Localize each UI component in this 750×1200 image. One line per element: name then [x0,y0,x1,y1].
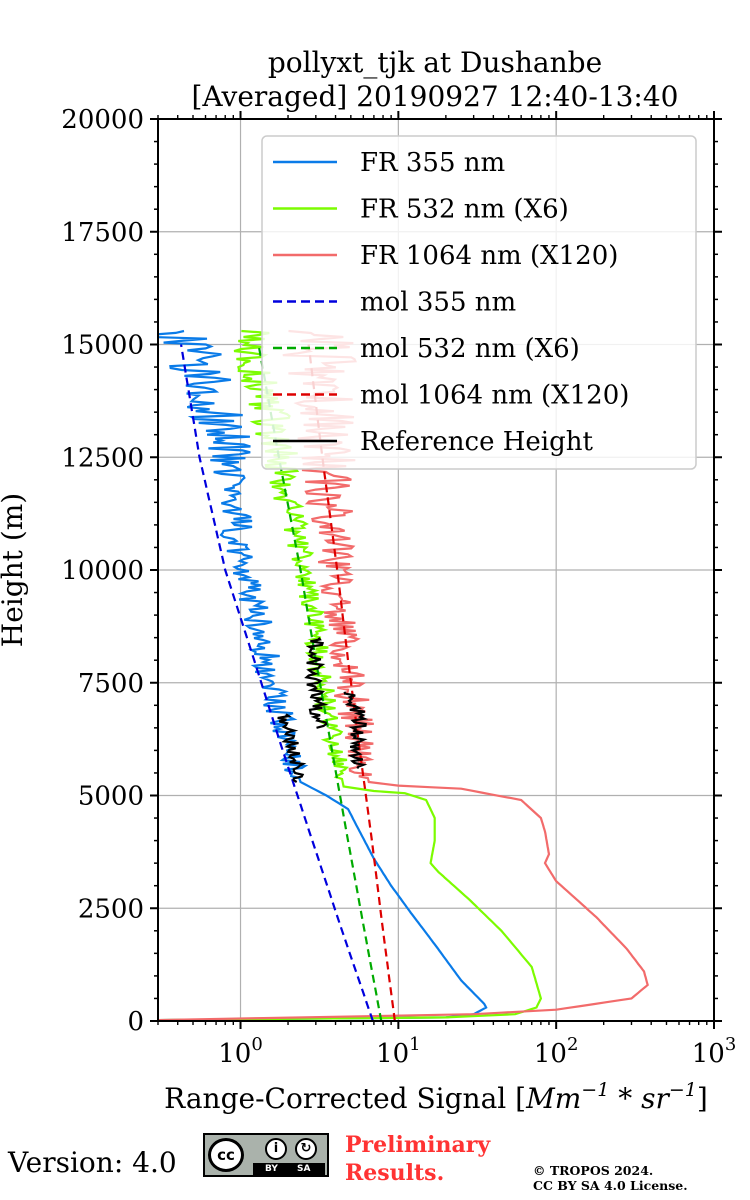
cc-sa-label: SA [297,1164,311,1174]
y-tick-label: 20000 [61,105,144,135]
series-reference-height-line [277,713,307,783]
legend-box [261,135,697,470]
legend-item-fr-355-nm-label: FR 355 nm [360,148,505,178]
share-alike-icon: ↻ [295,1138,317,1160]
legend: FR 355 nm FR 532 nm (X6) FR 1064 nm (X120)… [261,135,697,470]
y-axis-label: Height (m) [0,493,29,647]
y-tick-label: 5000 [78,782,144,812]
y-tick-label: 15000 [61,331,144,361]
y-tick-label: 12500 [61,443,144,473]
series-mol-355-nm-line [180,344,374,1021]
preliminary-line1: Preliminary [345,1132,491,1158]
copyright-note: © TROPOS 2024. CC BY SA 4.0 License. [533,1163,688,1193]
y-tick-label: 7500 [78,669,144,699]
preliminary-results-note: Preliminary Results. [345,1131,490,1187]
series-fr-355-nm-line [158,329,488,1021]
version-label: Version: 4.0 [8,1146,177,1179]
series-reference-height-line [304,637,329,729]
by-person-icon: i [265,1138,287,1160]
legend-item-reference-height-label: Reference Height [360,427,594,457]
x-tick-label: 103 [692,1034,737,1069]
cc-license-badge[interactable]: cc i ↻ BY SA [203,1133,329,1177]
legend-item-mol-1064-nm-x120-label: mol 1064 nm (X120) [360,381,629,411]
x-axis-label: Range-Corrected Signal [Mm−1 * sr−1] [164,1079,708,1115]
y-tick-label: 10000 [61,556,144,586]
chart-title-line1: pollyxt_tjk at Dushanbe [268,46,602,79]
y-tick-label: 17500 [61,218,144,248]
lidar-profile-chart: 0 2500 5000 7500 10000 12500 15000 17500 20000 10… [0,46,737,1115]
y-tick-label: 2500 [78,894,144,924]
preliminary-line2: Results. [345,1160,445,1186]
series-mol-1064-nm-x120-line [307,344,396,1021]
x-tick-label: 100 [218,1034,263,1069]
x-tick-label: 101 [376,1034,421,1069]
copyright-line1: © TROPOS 2024. [533,1163,654,1178]
cc-terms-bar: BY SA [253,1163,325,1175]
legend-item-mol-532-nm-x6-label: mol 532 nm (X6) [360,334,580,364]
legend-item-fr-532-nm-x6-label: FR 532 nm (X6) [360,195,569,225]
y-tick-label: 0 [127,1007,144,1037]
legend-item-fr-1064-nm-x120-label: FR 1064 nm (X120) [360,241,618,271]
series-reference-height-line [343,691,369,769]
cc-by-label: BY [265,1164,278,1174]
x-tick-label: 102 [534,1034,579,1069]
legend-item-mol-355-nm-label: mol 355 nm [360,288,516,318]
copyright-line2: CC BY SA 4.0 License. [533,1178,688,1193]
chart-title-line2: [Averaged] 20190927 12:40-13:40 [192,80,679,113]
cc-icon: cc [208,1138,244,1172]
